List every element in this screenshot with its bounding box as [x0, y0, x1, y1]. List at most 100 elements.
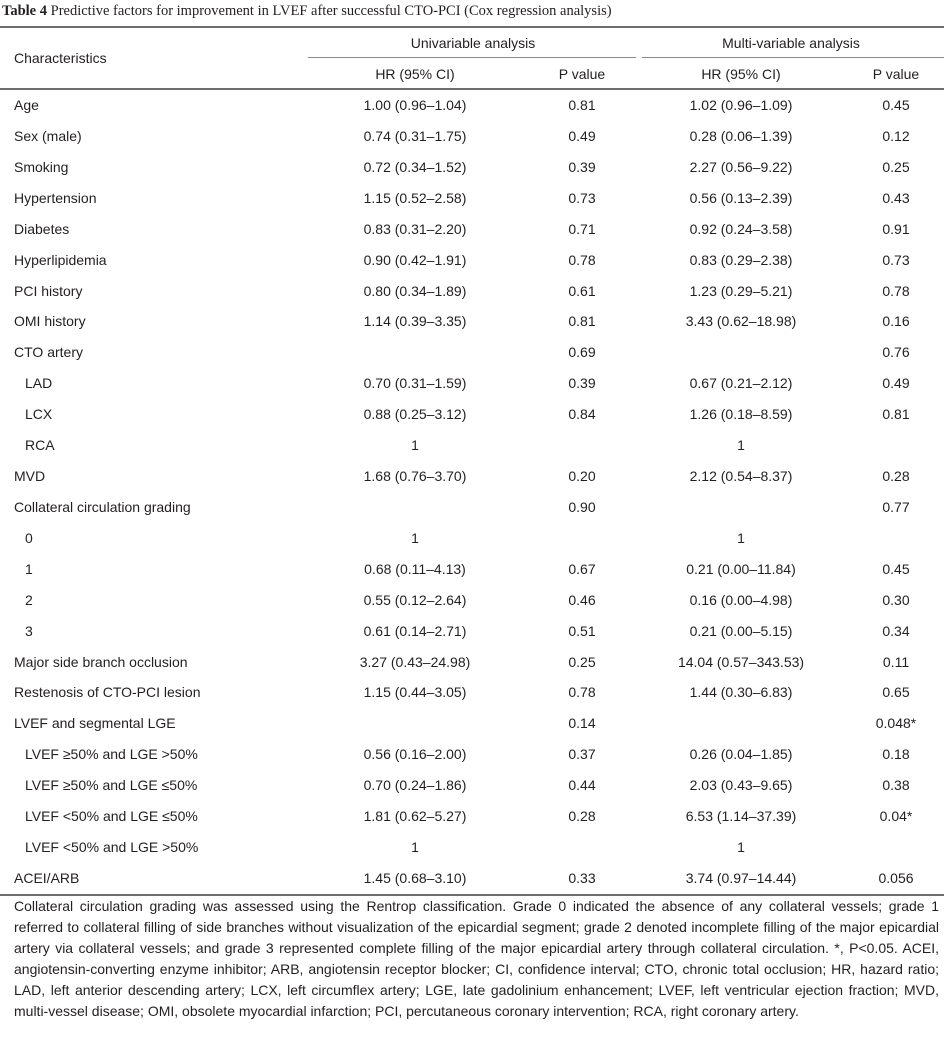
cell-hr-uni: 1 [411, 839, 419, 856]
row-label: ACEI/ARB [14, 870, 80, 886]
group-rule-univariable [308, 57, 636, 58]
cell-hr-uni: 1.00 (0.96–1.04) [363, 97, 467, 113]
row-label: Hyperlipidemia [14, 251, 107, 268]
row-label: LVEF and segmental LGE [14, 715, 176, 732]
row-label: LCX [25, 406, 53, 423]
cell-hr-uni: 0.80 (0.34–1.89) [363, 282, 467, 299]
cell-hr-uni: 0.56 (0.16–2.00) [363, 746, 467, 763]
row-label: 0 [25, 529, 33, 546]
cell-hr-multi: 2.12 (0.54–8.37) [689, 468, 793, 485]
cell-p-multi: 0.73 [882, 251, 910, 268]
cell-hr-multi: 1.23 (0.29–5.21) [689, 282, 793, 299]
row-label: LVEF ≥50% and LGE >50% [25, 746, 198, 763]
cell-p-uni: 0.39 [568, 375, 596, 392]
cell-p-multi: 0.49 [882, 375, 910, 392]
header-characteristics: Characteristics [14, 50, 107, 66]
cell-hr-uni: 0.70 (0.24–1.86) [363, 777, 467, 794]
cell-hr-uni: 1.14 (0.39–3.35) [363, 313, 467, 330]
cell-p-uni: 0.61 [568, 282, 596, 299]
top-rule [0, 26, 944, 28]
cell-p-uni: 0.44 [568, 777, 596, 794]
cell-hr-multi: 1 [737, 529, 745, 546]
cell-p-uni: 0.37 [568, 746, 596, 763]
cell-p-multi: 0.12 [882, 127, 910, 144]
cell-p-uni: 0.51 [568, 622, 596, 639]
cell-p-uni: 0.20 [568, 468, 596, 485]
cell-hr-multi: 1 [737, 437, 745, 454]
cell-p-uni: 0.81 [568, 97, 596, 113]
row-label: Major side branch occlusion [14, 653, 188, 670]
row-label: OMI history [14, 313, 86, 330]
cell-p-uni: 0.46 [568, 591, 596, 608]
cell-p-uni: 0.84 [568, 406, 596, 423]
cell-p-multi: 0.45 [882, 97, 910, 113]
cell-hr-multi: 0.21 (0.00–5.15) [689, 622, 793, 639]
cell-p-multi: 0.78 [882, 282, 910, 299]
table-label: Table 4 [2, 3, 47, 19]
cell-hr-multi: 3.74 (0.97–14.44) [685, 870, 797, 886]
row-label: Hypertension [14, 189, 97, 206]
row-label: Smoking [14, 158, 69, 175]
row-label: PCI history [14, 282, 83, 299]
cell-p-multi: 0.16 [882, 313, 910, 330]
cell-hr-uni: 0.61 (0.14–2.71) [363, 622, 467, 639]
cell-hr-uni: 3.27 (0.43–24.98) [359, 653, 471, 670]
cell-p-multi: 0.76 [882, 344, 910, 361]
header-p-uni: P value [558, 66, 606, 82]
cell-hr-multi: 2.27 (0.56–9.22) [689, 158, 793, 175]
table-footnote: Collateral circulation grading was asses… [14, 898, 939, 1019]
row-label: LVEF ≥50% and LGE ≤50% [25, 777, 198, 794]
cell-hr-uni: 0.55 (0.12–2.64) [363, 591, 467, 608]
cell-hr-uni: 0.90 (0.42–1.91) [363, 251, 467, 268]
cell-p-uni: 0.33 [568, 870, 596, 886]
cell-p-multi: 0.81 [882, 406, 910, 423]
cell-hr-multi: 0.28 (0.06–1.39) [689, 127, 793, 144]
cell-hr-uni: 1.68 (0.76–3.70) [363, 468, 467, 485]
cell-hr-uni: 1 [411, 529, 419, 546]
cell-p-multi: 0.38 [882, 777, 910, 794]
cell-p-uni: 0.69 [568, 344, 596, 361]
header-hr-multi: HR (95% CI) [701, 66, 781, 82]
header-p-multi: P value [872, 66, 920, 82]
cell-hr-uni: 0.83 (0.31–2.20) [363, 220, 467, 237]
row-label: Diabetes [14, 220, 70, 237]
cell-p-multi: 0.11 [882, 653, 910, 670]
cell-p-multi: 0.04* [879, 808, 913, 825]
group-rule-multivariable [642, 57, 944, 58]
row-label: RCA [25, 437, 55, 454]
cell-p-multi: 0.91 [882, 220, 910, 237]
cell-hr-uni: 0.68 (0.11–4.13) [364, 560, 466, 577]
cell-p-uni: 0.49 [568, 127, 596, 144]
row-label: LVEF <50% and LGE ≤50% [25, 808, 198, 825]
cell-p-uni: 0.78 [568, 684, 596, 701]
cell-p-multi: 0.048* [875, 715, 917, 732]
header-univariable: Univariable analysis [410, 35, 536, 51]
cell-hr-multi: 0.92 (0.24–3.58) [689, 220, 793, 237]
cell-p-multi: 0.65 [882, 684, 910, 701]
cell-p-multi: 0.43 [882, 189, 910, 206]
cell-hr-multi: 0.67 (0.21–2.12) [689, 375, 793, 392]
cell-p-uni: 0.14 [568, 715, 596, 732]
cell-p-multi: 0.45 [882, 560, 910, 577]
bottom-rule [0, 894, 944, 896]
table-title: Predictive factors for improvement in LV… [50, 3, 612, 19]
cell-p-uni: 0.90 [568, 498, 596, 515]
row-label: Age [14, 97, 39, 113]
row-label: Collateral circulation grading [14, 498, 191, 515]
cell-p-uni: 0.73 [568, 189, 596, 206]
header-multivariable: Multi-variable analysis [722, 35, 860, 51]
row-label: Restenosis of CTO-PCI lesion [14, 684, 201, 701]
cell-hr-uni: 1.45 (0.68–3.10) [363, 870, 467, 886]
cell-p-multi: 0.34 [882, 622, 910, 639]
row-label: Sex (male) [14, 127, 82, 144]
cell-hr-multi: 1.44 (0.30–6.83) [689, 684, 793, 701]
cell-hr-uni: 1.81 (0.62–5.27) [363, 808, 467, 825]
cell-hr-uni: 0.72 (0.34–1.52) [363, 158, 467, 175]
cell-hr-uni: 1.15 (0.44–3.05) [363, 684, 467, 701]
cell-p-multi: 0.18 [882, 746, 910, 763]
cell-hr-multi: 2.03 (0.43–9.65) [689, 777, 793, 794]
cell-p-multi: 0.25 [882, 158, 910, 175]
header-rule [0, 88, 944, 90]
header-hr-uni: HR (95% CI) [375, 66, 455, 82]
cell-p-multi: 0.28 [882, 468, 910, 485]
